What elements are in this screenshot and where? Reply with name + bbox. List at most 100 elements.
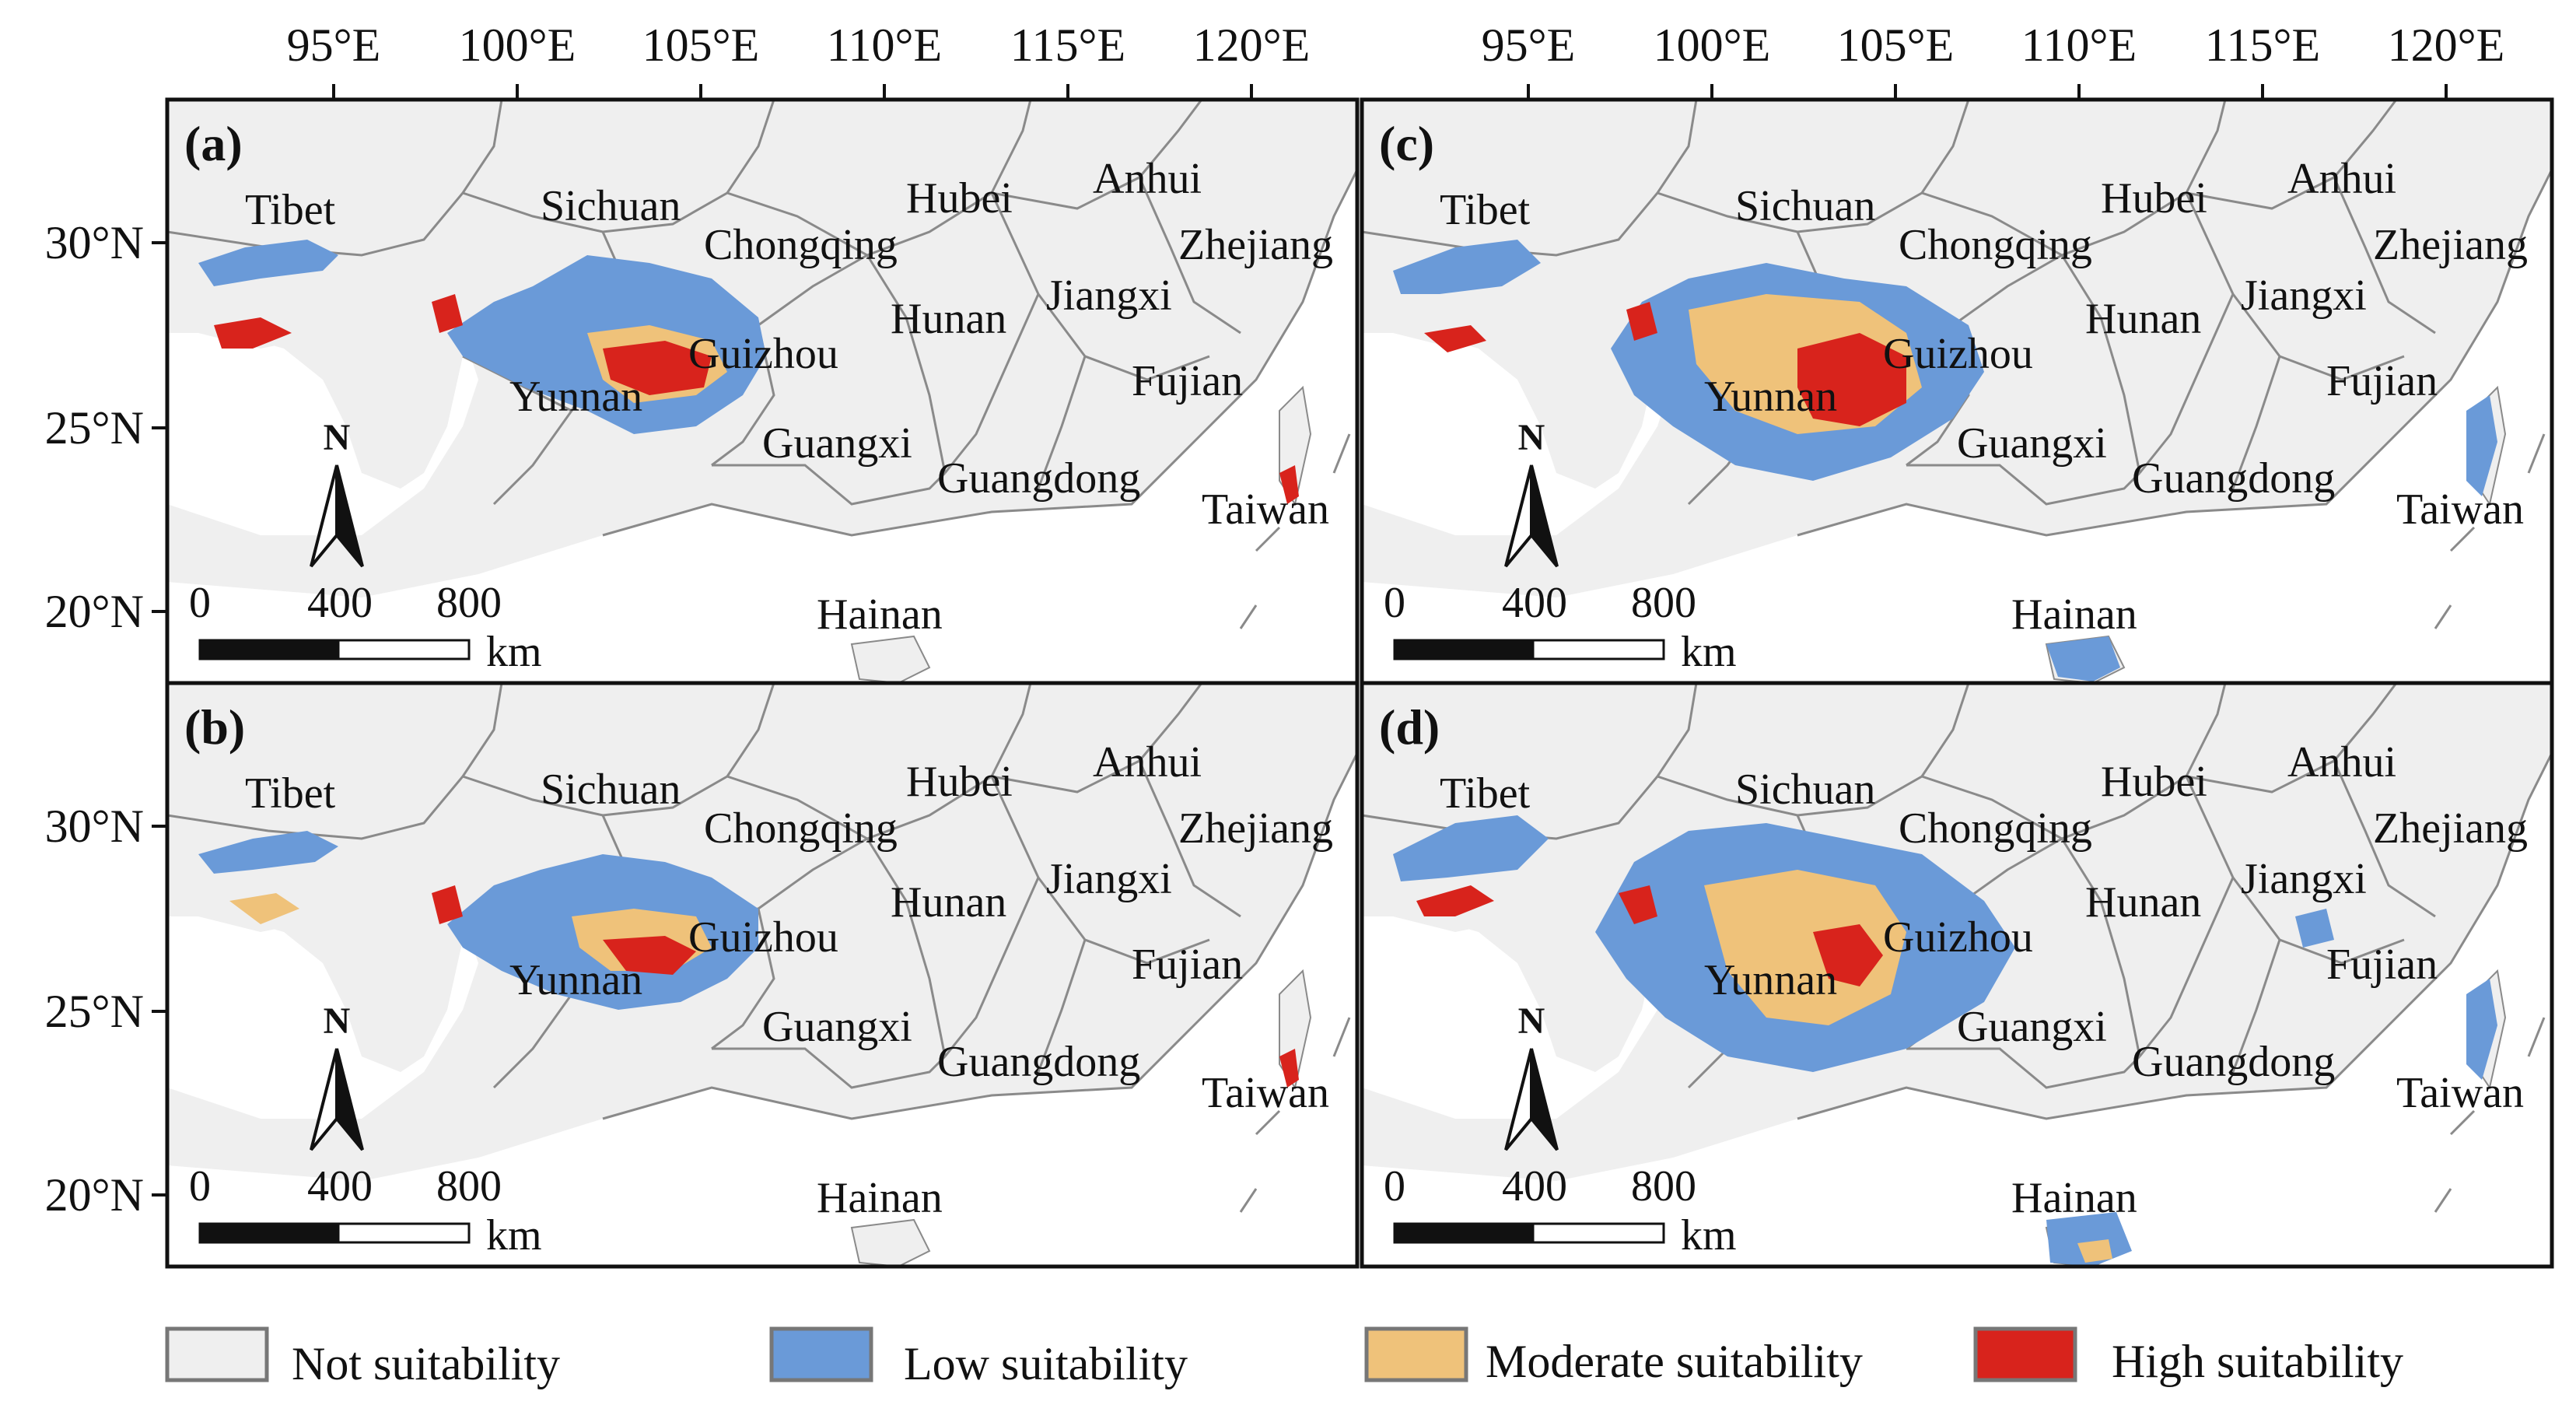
high-suitability-region [1424,325,1486,352]
svg-text:400: 400 [307,1162,373,1211]
legend-label: Low suitability [904,1338,1188,1389]
province-label: Hunan [891,295,1006,343]
svg-text:400: 400 [1502,579,1567,627]
province-label: Jiangxi [2241,272,2367,320]
lon-tick: 120°E [2388,19,2505,71]
svg-text:N: N [324,1000,351,1042]
province-label: Fujian [2326,357,2438,405]
province-label: Jiangxi [1046,855,1172,903]
svg-text:0: 0 [189,579,211,627]
province-label: Chongqing [704,221,898,269]
province-label: Taiwan [2396,1069,2524,1117]
panel-c-map-furniture: N 0 400 800 km [1384,417,1737,676]
panel-label: (b) [184,699,245,755]
province-label: Guangxi [1957,419,2107,468]
lat-tick: 30°N [45,217,144,268]
north-arrow-icon: N [1504,417,1559,568]
province-label: Sichuan [1735,766,1875,814]
lon-tick: 115°E [1010,19,1125,71]
high-suitability-region [603,936,696,975]
legend-swatch [1364,1326,1468,1382]
legend: Not suitability Low suitability Moderate… [165,1326,2403,1389]
high-suitability-region [432,294,463,333]
province-label: Hunan [891,878,1006,927]
lon-tick: 105°E [1837,19,1955,71]
low-suitability-region [1393,815,1549,881]
province-label: Chongqing [704,804,898,853]
province-label: Jiangxi [1046,272,1172,320]
province-label: Hubei [2101,174,2207,222]
low-suitability-region [198,240,338,286]
province-label: Zhejiang [2373,804,2528,853]
high-suitability-region [1279,465,1299,504]
lat-tick: 20°N [45,1169,144,1221]
lat-tick: 20°N [45,586,144,637]
province-label: Hainan [2011,1174,2137,1222]
north-arrow-icon: N [1504,1000,1559,1151]
panel-label: (d) [1379,699,1440,755]
panel-b-annotations: (b) Tibet Sichuan Hubei Anhui Chongqing … [184,699,1333,1222]
high-suitability-region [1416,885,1494,916]
low-suitability-region [2466,979,2497,1080]
legend-label: High suitability [2112,1336,2403,1387]
svg-text:km: km [486,628,542,676]
svg-text:km: km [486,1211,542,1260]
province-label: Guizhou [688,913,838,962]
province-label: Guizhou [1883,330,2033,378]
high-suitability-region [1619,885,1657,924]
province-label: Tibet [245,186,336,234]
legend-swatch [165,1326,269,1382]
panel-c-annotations: (c) Tibet Sichuan Hubei Anhui Chongqing … [1379,116,2528,639]
legend-item-moderate-suitability: Moderate suitability [1364,1326,1863,1387]
lon-tick: 115°E [2205,19,2320,71]
province-label: Zhejiang [2373,221,2528,269]
lon-tick: 110°E [827,19,942,71]
svg-text:N: N [324,417,351,458]
left-axis: 30°N 25°N 20°N 30°N 25°N 20°N [45,217,167,1221]
svg-text:0: 0 [1384,579,1405,627]
lon-tick: 100°E [459,19,576,71]
lat-tick: 25°N [45,986,144,1037]
north-arrow-icon: N [310,417,364,568]
province-label: Guizhou [1883,913,2033,962]
legend-item-not-suitability: Not suitability [165,1326,560,1389]
lon-tick: 105°E [642,19,760,71]
province-label: Hubei [2101,758,2207,806]
province-label: Yunnan [1704,956,1837,1004]
high-suitability-region [1797,333,1906,426]
province-label: Fujian [1132,357,1243,405]
province-label: Anhui [1093,738,1202,787]
high-suitability-region [1813,924,1883,986]
scale-bar: 0 400 800 km [189,1162,542,1260]
panel-label: (c) [1379,116,1434,171]
province-label: Hunan [2085,878,2201,927]
panel-d [1360,681,2554,1269]
scale-bar: 0 400 800 km [1384,1162,1737,1260]
province-label: Anhui [1093,155,1202,203]
province-label: Tibet [1440,186,1531,234]
high-suitability-region [1279,1049,1299,1088]
province-label: Guangdong [2132,1038,2335,1086]
province-label: Sichuan [541,766,681,814]
panel-label: (a) [184,116,243,171]
top-axis: 95°E 100°E 105°E 110°E 115°E 120°E 95°E … [287,19,2505,100]
legend-label: Moderate suitability [1486,1336,1863,1387]
province-label: Yunnan [509,373,642,421]
province-label: Guangxi [762,419,912,468]
legend-swatch [769,1326,873,1382]
province-label: Tibet [1440,769,1531,818]
province-label: Taiwan [2396,485,2524,534]
province-label: Guangxi [1957,1003,2107,1051]
province-label: Anhui [2287,155,2396,203]
province-label: Hunan [2085,295,2201,343]
svg-text:400: 400 [307,579,373,627]
moderate-suitability-region [2077,1239,2112,1263]
province-label: Zhejiang [1178,804,1333,853]
province-label: Chongqing [1899,221,2092,269]
province-label: Taiwan [1202,485,1329,534]
lon-tick: 95°E [1482,19,1576,71]
province-label: Chongqing [1899,804,2092,853]
province-label: Hubei [906,758,1013,806]
province-label: Hainan [2011,590,2137,639]
panel-b-map-furniture: N 0 400 800 km [189,1000,542,1260]
